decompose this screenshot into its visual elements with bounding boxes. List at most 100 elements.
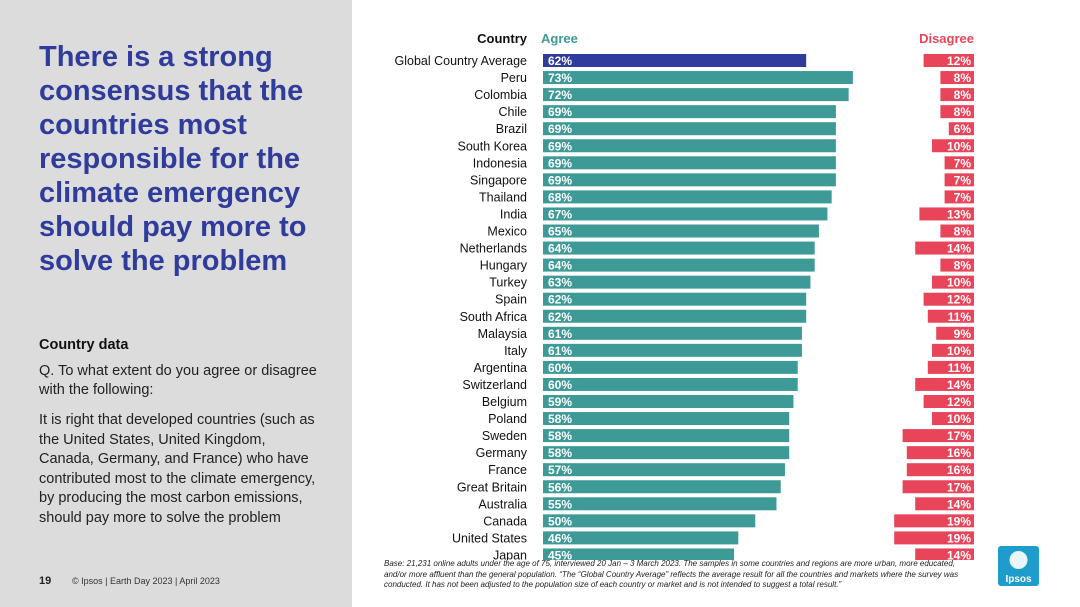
- country-label: Indonesia: [473, 156, 527, 170]
- question-text: Q. To what extent do you agree or disagr…: [39, 363, 317, 398]
- header-agree: Agree: [541, 31, 578, 46]
- agree-bar: [543, 343, 802, 357]
- agree-bar: [543, 377, 798, 391]
- left-panel: [0, 0, 352, 607]
- agree-bar: [543, 258, 815, 272]
- agree-value-label: 65%: [548, 225, 572, 239]
- disagree-value-label: 16%: [947, 446, 971, 460]
- country-label: United States: [452, 531, 527, 545]
- disagree-bar: [915, 241, 974, 255]
- agree-value-label: 57%: [548, 463, 572, 477]
- disagree-bar: [940, 105, 974, 119]
- agree-value-label: 62%: [548, 293, 572, 307]
- country-label: Italy: [504, 344, 528, 358]
- agree-value-label: 60%: [548, 361, 572, 375]
- country-label: Brazil: [496, 122, 527, 136]
- agree-bar: [543, 139, 836, 153]
- agree-value-label: 68%: [548, 190, 572, 204]
- country-label: South Africa: [460, 310, 527, 324]
- disagree-bar: [944, 173, 974, 187]
- disagree-bar: [894, 531, 974, 545]
- disagree-value-label: 19%: [947, 531, 971, 545]
- agree-bar: [543, 105, 836, 119]
- page-title: There is a strong consensus that the cou…: [39, 41, 307, 277]
- disagree-bar: [915, 548, 974, 560]
- disagree-bar: [940, 71, 974, 85]
- disagree-value-label: 8%: [954, 259, 972, 273]
- agree-bar: [543, 173, 836, 187]
- subtitle: Country data: [39, 337, 129, 353]
- disagree-value-label: 12%: [947, 54, 971, 68]
- agree-value-label: 73%: [548, 71, 572, 85]
- agree-value-label: 58%: [548, 412, 572, 426]
- agree-value-label: 60%: [548, 378, 572, 392]
- disagree-bar: [923, 292, 974, 306]
- agree-value-label: 64%: [548, 242, 572, 256]
- header-country: Country: [477, 31, 528, 46]
- agree-bar: [543, 156, 836, 170]
- disagree-bar: [940, 224, 974, 238]
- country-label: Turkey: [489, 276, 527, 290]
- disagree-value-label: 13%: [947, 207, 971, 221]
- country-label: Peru: [501, 71, 527, 85]
- country-label: Sweden: [482, 429, 527, 443]
- agree-value-label: 61%: [548, 327, 572, 341]
- country-label: Australia: [478, 497, 527, 511]
- statement-text: It is right that developed countries (su…: [39, 412, 316, 526]
- disagree-value-label: 14%: [947, 548, 971, 560]
- agree-value-label: 69%: [548, 173, 572, 187]
- agree-bar: [543, 224, 819, 238]
- country-label: Chile: [499, 105, 528, 119]
- agree-bar: [543, 326, 802, 340]
- agree-value-label: 67%: [548, 207, 572, 221]
- agree-value-label: 45%: [548, 548, 572, 560]
- logo-text: Ipsos: [1005, 574, 1032, 585]
- disagree-value-label: 17%: [947, 429, 971, 443]
- disagree-value-label: 9%: [954, 327, 972, 341]
- agree-value-label: 50%: [548, 514, 572, 528]
- disagree-bar: [932, 412, 974, 426]
- disagree-value-label: 10%: [947, 276, 971, 290]
- agree-bar: [543, 548, 735, 560]
- agree-value-label: 62%: [548, 54, 572, 68]
- agree-bar: [543, 446, 790, 460]
- disagree-bar: [927, 309, 974, 323]
- agree-value-label: 72%: [548, 88, 572, 102]
- agree-bar: [543, 429, 790, 443]
- disagree-bar: [932, 343, 974, 357]
- agree-bar: [543, 309, 807, 323]
- country-label: Canada: [483, 514, 527, 528]
- country-label: Switzerland: [462, 378, 527, 392]
- base-note: Base: 21,231 online adults under the age…: [384, 559, 959, 589]
- disagree-value-label: 14%: [947, 242, 971, 256]
- country-label: Netherlands: [460, 242, 527, 256]
- agree-bar: [543, 395, 794, 408]
- country-label: Hungary: [480, 259, 528, 273]
- disagree-value-label: 8%: [954, 225, 972, 239]
- agree-value-label: 69%: [548, 122, 572, 136]
- disagree-bar: [915, 377, 974, 391]
- country-label: Great Britain: [457, 480, 527, 494]
- disagree-bar: [944, 190, 974, 204]
- agree-bar: [543, 54, 807, 67]
- agree-value-label: 63%: [548, 276, 572, 290]
- disagree-bar: [915, 497, 974, 511]
- disagree-value-label: 11%: [948, 361, 972, 375]
- country-label: Poland: [488, 412, 527, 426]
- country-label: Japan: [493, 548, 527, 560]
- disagree-value-label: 8%: [954, 105, 972, 119]
- agree-value-label: 69%: [548, 139, 572, 153]
- agree-bar: [543, 275, 811, 289]
- disagree-bar: [906, 446, 974, 460]
- country-label: Thailand: [479, 190, 527, 204]
- disagree-value-label: 7%: [954, 156, 972, 170]
- header-disagree: Disagree: [919, 31, 974, 46]
- agree-bar: [543, 463, 785, 477]
- disagree-bar: [932, 275, 974, 289]
- agree-bar: [543, 122, 836, 136]
- agree-bar: [543, 480, 781, 494]
- disagree-bar: [902, 429, 974, 443]
- country-label: Global Country Average: [395, 54, 528, 68]
- country-label: Mexico: [487, 225, 527, 239]
- disagree-value-label: 19%: [947, 514, 971, 528]
